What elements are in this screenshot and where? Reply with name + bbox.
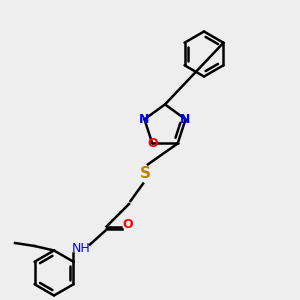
Text: O: O [147, 137, 158, 150]
Text: N: N [180, 113, 191, 126]
Text: S: S [140, 167, 151, 182]
Text: N: N [139, 113, 150, 126]
Text: O: O [122, 218, 133, 232]
Text: NH: NH [72, 242, 90, 256]
